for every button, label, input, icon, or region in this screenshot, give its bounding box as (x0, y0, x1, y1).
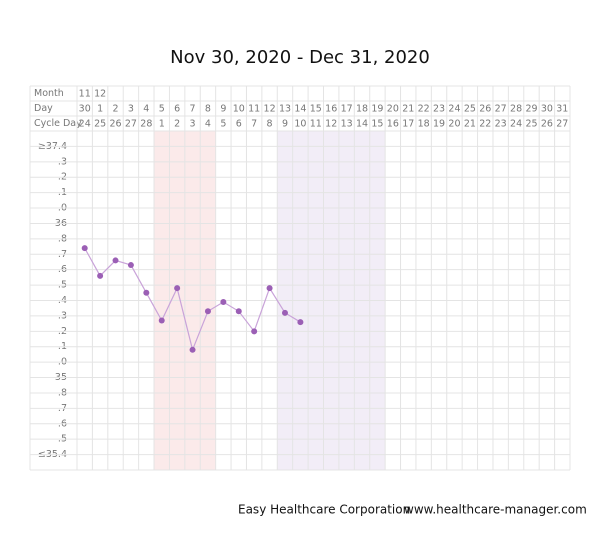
cycle-day-label: 12 (325, 119, 337, 130)
cycle-day-label: 23 (495, 119, 507, 130)
cycle-day-label: 6 (236, 119, 242, 130)
x-tick-label: 3 (128, 104, 134, 115)
cycle-day-label: 10 (294, 119, 306, 130)
row-label: Month (34, 88, 64, 99)
footer-website: www.healthcare-manager.com (404, 503, 587, 517)
x-tick-label: 25 (464, 104, 476, 115)
footer-company: Easy Healthcare Corporation (238, 503, 410, 517)
cycle-day-label: 7 (251, 119, 257, 130)
x-tick-label: 22 (418, 104, 430, 115)
x-tick-label: 18 (356, 104, 368, 115)
x-tick-label: 12 (264, 104, 276, 115)
cycle-day-label: 9 (282, 119, 288, 130)
cycle-day-label: 27 (125, 119, 137, 130)
temperature-point (266, 285, 273, 292)
chart-title: Nov 30, 2020 - Dec 31, 2020 (170, 47, 430, 68)
row-label: Cycle Day (34, 118, 82, 129)
cycle-day-label: 1 (159, 119, 165, 130)
cycle-day-label: 2 (174, 119, 180, 130)
temperature-point (127, 262, 134, 269)
x-tick-label: 23 (433, 104, 445, 115)
x-tick-label: 29 (525, 104, 537, 115)
x-tick-label: 24 (448, 104, 460, 115)
x-tick-label: 20 (387, 104, 399, 115)
x-tick-label: 21 (402, 104, 414, 115)
cycle-day-label: 24 (510, 119, 522, 130)
x-tick-label: 6 (174, 104, 180, 115)
x-tick-label: 9 (220, 104, 226, 115)
x-tick-label: 8 (205, 104, 211, 115)
x-tick-label: 15 (310, 104, 322, 115)
x-tick-label: 31 (556, 104, 568, 115)
x-tick-label: 2 (112, 104, 118, 115)
temperature-point (189, 346, 196, 353)
cycle-day-label: 20 (448, 119, 460, 130)
month-label: 12 (94, 89, 106, 100)
cycle-day-label: 25 (94, 119, 106, 130)
temperature-point (81, 245, 88, 252)
temperature-point (143, 289, 150, 296)
cycle-day-label: 3 (190, 119, 196, 130)
temperature-point (174, 285, 181, 292)
cycle-day-label: 11 (310, 119, 322, 130)
x-tick-label: 17 (341, 104, 353, 115)
x-tick-label: 16 (325, 104, 337, 115)
x-tick-label: 26 (479, 104, 491, 115)
cycle-day-label: 17 (402, 119, 414, 130)
cycle-day-label: 18 (418, 119, 430, 130)
x-tick-label: 30 (541, 104, 553, 115)
cycle-day-label: 4 (205, 119, 211, 130)
row-label: Day (34, 103, 53, 114)
temperature-point (297, 319, 304, 326)
cycle-day-label: 25 (525, 119, 537, 130)
cycle-day-label: 19 (433, 119, 445, 130)
cycle-day-label: 26 (541, 119, 553, 130)
temperature-point (220, 299, 227, 306)
temperature-point (97, 272, 104, 279)
x-tick-label: 5 (159, 104, 165, 115)
cycle-day-label: 16 (387, 119, 399, 130)
x-tick-label: 13 (279, 104, 291, 115)
cycle-day-label: 15 (371, 119, 383, 130)
x-tick-label: 7 (190, 104, 196, 115)
x-tick-label: 30 (79, 104, 91, 115)
month-label: 11 (79, 89, 91, 100)
x-tick-label: 1 (97, 104, 103, 115)
cycle-day-label: 27 (556, 119, 568, 130)
temperature-point (204, 308, 211, 315)
temperature-point (112, 257, 119, 264)
cycle-day-label: 13 (341, 119, 353, 130)
cycle-day-label: 26 (109, 119, 121, 130)
cycle-day-label: 8 (267, 119, 273, 130)
cycle-day-label: 24 (79, 119, 91, 130)
x-tick-label: 4 (143, 104, 149, 115)
cycle-day-label: 21 (464, 119, 476, 130)
x-tick-label: 27 (495, 104, 507, 115)
x-tick-label: 19 (371, 104, 383, 115)
cycle-day-label: 22 (479, 119, 491, 130)
x-tick-label: 14 (294, 104, 306, 115)
temperature-point (281, 309, 288, 316)
temperature-point (235, 308, 242, 315)
x-tick-label: 10 (233, 104, 245, 115)
x-tick-label: 28 (510, 104, 522, 115)
temperature-point (251, 328, 258, 335)
cycle-day-label: 28 (140, 119, 152, 130)
cycle-day-label: 14 (356, 119, 368, 130)
cycle-day-label: 5 (220, 119, 226, 130)
x-tick-label: 11 (248, 104, 260, 115)
temperature-point (158, 317, 165, 324)
